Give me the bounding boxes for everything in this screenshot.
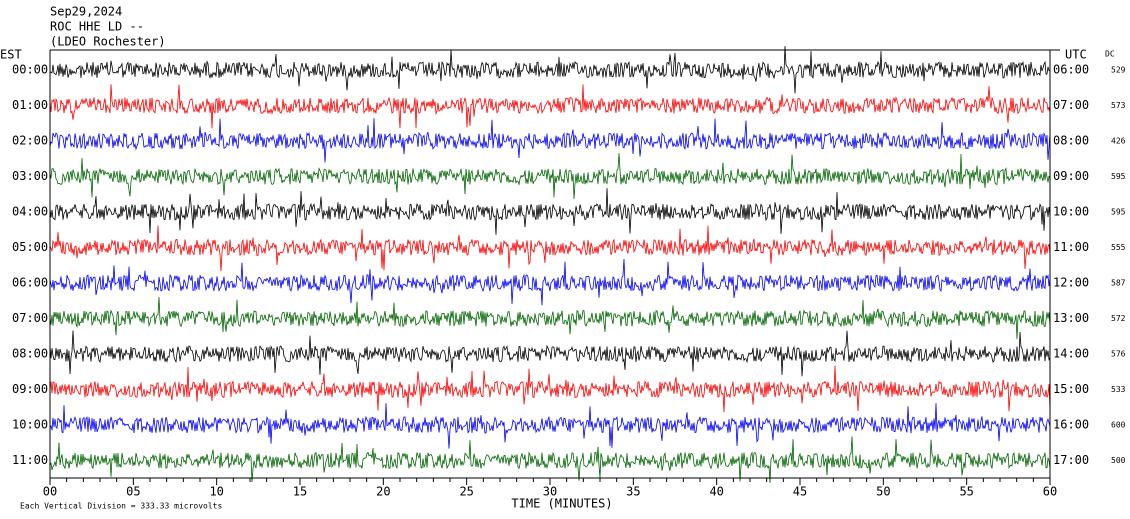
dc-value: 426 [1111,137,1126,146]
trace [49,84,1051,129]
left-label: 05:00 [12,240,48,254]
right-label: 07:00 [1053,98,1089,112]
trace [49,330,1051,377]
left-label: 09:00 [12,382,48,396]
right-label: 10:00 [1053,205,1089,219]
left-label: 11:00 [12,453,48,467]
x-tick-label: 55 [959,485,973,499]
dc-value: 555 [1111,243,1126,252]
x-tick-label: 45 [793,485,807,499]
x-tick-label: 35 [626,485,640,499]
trace [49,46,1051,94]
date: Sep29,2024 [50,5,122,19]
x-label: TIME (MINUTES) [511,497,612,511]
left-label: 10:00 [12,418,48,432]
network: (LDEO Rochester) [50,35,166,49]
left-label: 08:00 [12,347,48,361]
dc-value: 595 [1111,172,1126,181]
left-label: 04:00 [12,205,48,219]
x-tick-label: 30 [543,485,557,499]
left-label: 06:00 [12,276,48,290]
right-label: 14:00 [1053,347,1089,361]
dc-value: 600 [1111,421,1126,430]
x-tick-label: 20 [376,485,390,499]
trace [49,118,1051,163]
x-tick-label: 25 [459,485,473,499]
dc-title: DC [1105,50,1115,59]
dc-value: 573 [1111,101,1126,110]
trace [49,403,1051,449]
left-label: 03:00 [12,169,48,183]
x-tick-label: 00 [43,485,57,499]
right-label: 15:00 [1053,382,1089,396]
x-tick-label: 10 [209,485,223,499]
trace [49,436,1051,483]
right-label: 12:00 [1053,276,1089,290]
left-label: 07:00 [12,311,48,325]
trace [49,153,1051,199]
right-label: 09:00 [1053,169,1089,183]
trace [49,258,1051,306]
footnote: Each Vertical Division = 333.33 microvol… [20,502,222,511]
right-label: 16:00 [1053,418,1089,432]
traces [49,46,1051,483]
left-axis-title: EST [0,48,22,62]
right-label: 11:00 [1053,240,1089,254]
station: ROC HHE LD -- [50,20,144,34]
x-tick-label: 50 [876,485,890,499]
dc-value: 576 [1111,350,1126,359]
right-label: 06:00 [1053,63,1089,77]
right-axis-title: UTC [1065,48,1087,62]
dc-value: 533 [1111,385,1126,394]
x-tick-label: 40 [709,485,723,499]
dc-value: 500 [1111,456,1126,465]
left-label: 01:00 [12,98,48,112]
left-label: 00:00 [12,63,48,77]
trace [49,365,1051,413]
x-tick-label: 15 [293,485,307,499]
trace [49,296,1051,340]
dc-value: 587 [1111,279,1126,288]
x-tick-label: 60 [1043,485,1057,499]
trace [49,225,1051,272]
left-label: 02:00 [12,134,48,148]
dc-value: 572 [1111,314,1126,323]
right-label: 13:00 [1053,311,1089,325]
right-label: 08:00 [1053,134,1089,148]
dc-value: 595 [1111,208,1126,217]
right-label: 17:00 [1053,453,1089,467]
x-tick-label: 05 [126,485,140,499]
dc-value: 529 [1111,66,1126,75]
trace [49,188,1051,235]
